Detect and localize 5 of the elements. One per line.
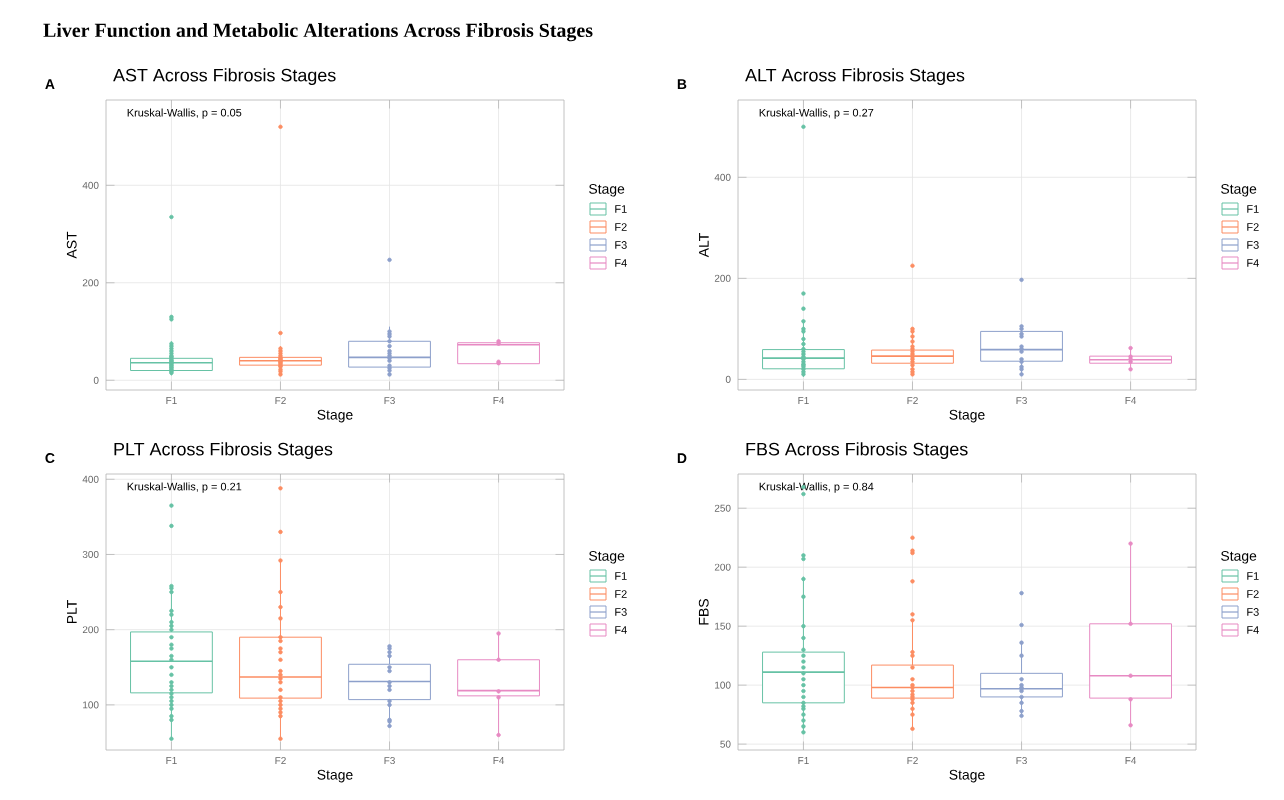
chart-title: PLT Across Fibrosis Stages — [114, 442, 333, 460]
chart-title: AST Across Fibrosis Stages — [113, 68, 336, 85]
chart-title: FBS Across Fibrosis Stages — [746, 442, 968, 460]
text: Liver Function and Metabolic Alterations Across Fibrosis Stages — [43, 23, 593, 42]
chart-title: ALT Across Fibrosis Stages — [745, 68, 965, 85]
